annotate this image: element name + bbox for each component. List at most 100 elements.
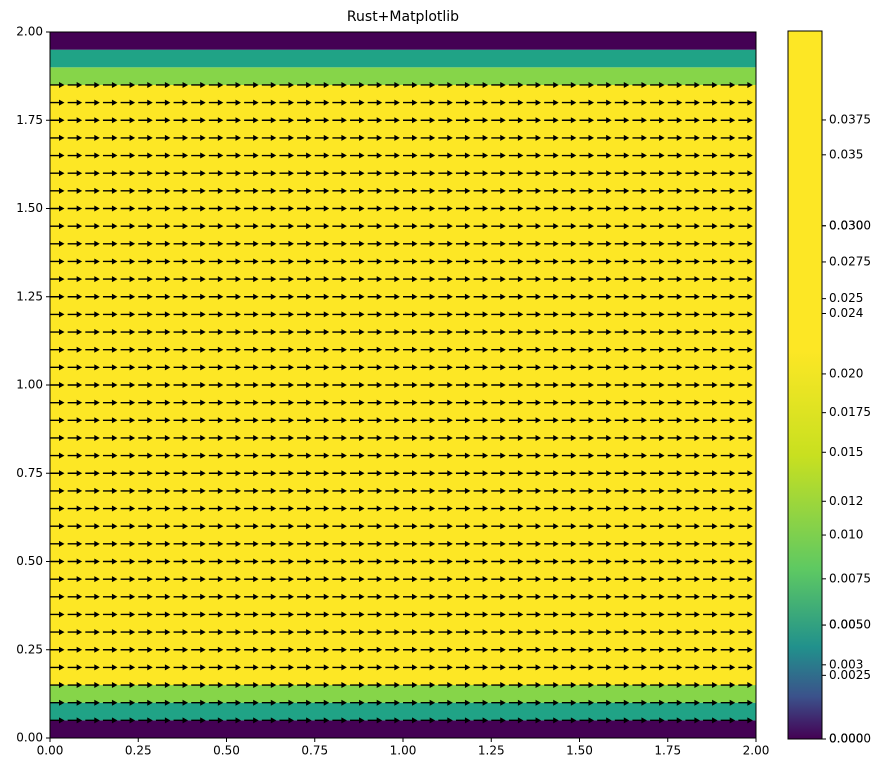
arrow bbox=[67, 505, 83, 512]
arrow bbox=[561, 170, 577, 177]
arrow bbox=[155, 81, 171, 88]
arrow bbox=[297, 487, 312, 494]
arrow bbox=[85, 258, 100, 265]
arrow bbox=[85, 134, 100, 141]
arrow bbox=[597, 99, 612, 106]
arrow bbox=[102, 187, 118, 194]
arrow bbox=[579, 523, 594, 530]
arrow bbox=[597, 346, 612, 353]
arrow bbox=[279, 611, 294, 618]
arrow bbox=[438, 152, 453, 159]
arrow bbox=[297, 134, 312, 141]
arrow bbox=[526, 81, 542, 88]
arrow bbox=[597, 611, 612, 618]
arrow bbox=[314, 240, 330, 247]
arrow bbox=[314, 452, 330, 459]
arrow bbox=[191, 558, 206, 565]
arrow bbox=[155, 487, 171, 494]
arrow bbox=[314, 470, 330, 477]
arrow bbox=[632, 452, 647, 459]
arrow bbox=[632, 364, 647, 371]
arrow bbox=[738, 382, 753, 388]
arrow bbox=[597, 134, 612, 141]
arrow bbox=[614, 487, 630, 494]
arrow bbox=[67, 117, 83, 124]
arrow bbox=[720, 505, 736, 512]
y-tick-label: 0.00 bbox=[16, 731, 43, 745]
arrow bbox=[102, 540, 118, 547]
arrow bbox=[208, 223, 224, 230]
arrow bbox=[314, 523, 330, 530]
arrow bbox=[226, 487, 241, 494]
arrow bbox=[85, 99, 100, 106]
arrow bbox=[261, 417, 277, 424]
arrow bbox=[508, 170, 524, 177]
arrow bbox=[632, 434, 647, 441]
arrow bbox=[50, 629, 65, 636]
arrow bbox=[561, 611, 577, 618]
arrow bbox=[473, 117, 489, 124]
arrow bbox=[279, 576, 294, 583]
colorbar-tick-label: 0.030 bbox=[829, 218, 863, 232]
arrow bbox=[244, 629, 259, 636]
arrow bbox=[438, 346, 453, 353]
arrow bbox=[350, 223, 365, 230]
arrow bbox=[420, 382, 436, 388]
arrow bbox=[703, 258, 718, 265]
arrow bbox=[155, 240, 171, 247]
arrow bbox=[491, 329, 506, 336]
arrow bbox=[614, 699, 630, 706]
arrow bbox=[561, 593, 577, 600]
arrow bbox=[350, 487, 365, 494]
arrow bbox=[703, 134, 718, 141]
arrow bbox=[367, 576, 383, 583]
arrow bbox=[138, 399, 153, 406]
arrow bbox=[385, 646, 400, 653]
arrow bbox=[508, 523, 524, 530]
arrow bbox=[279, 558, 294, 565]
arrow bbox=[420, 240, 436, 247]
arrow bbox=[650, 717, 665, 724]
arrow bbox=[208, 329, 224, 336]
arrow bbox=[67, 682, 83, 689]
colorbar bbox=[787, 30, 823, 740]
arrow bbox=[526, 629, 542, 636]
arrow bbox=[314, 629, 330, 636]
arrow bbox=[261, 611, 277, 618]
arrow bbox=[526, 664, 542, 671]
arrow bbox=[226, 99, 241, 106]
arrow bbox=[491, 576, 506, 583]
x-tick-label: 1.50 bbox=[566, 744, 593, 758]
arrow bbox=[50, 558, 65, 565]
arrow bbox=[403, 311, 418, 318]
arrow bbox=[332, 152, 347, 159]
arrow bbox=[208, 682, 224, 689]
arrow bbox=[491, 611, 506, 618]
arrow bbox=[420, 611, 436, 618]
arrow bbox=[667, 523, 683, 530]
arrow bbox=[279, 593, 294, 600]
arrow bbox=[491, 540, 506, 547]
arrow bbox=[244, 576, 259, 583]
arrow bbox=[455, 682, 471, 689]
arrow bbox=[738, 699, 753, 706]
arrow bbox=[332, 682, 347, 689]
arrow bbox=[173, 187, 189, 194]
arrow bbox=[508, 276, 524, 283]
arrow bbox=[438, 258, 453, 265]
arrow bbox=[738, 329, 753, 336]
arrow bbox=[544, 117, 559, 124]
colorbar-tick-label: 0.0075 bbox=[829, 571, 871, 585]
arrow bbox=[350, 699, 365, 706]
arrow bbox=[50, 223, 65, 230]
arrow bbox=[597, 434, 612, 441]
arrow bbox=[650, 452, 665, 459]
arrow bbox=[279, 99, 294, 106]
arrow bbox=[473, 629, 489, 636]
arrow bbox=[703, 505, 718, 512]
arrow bbox=[102, 682, 118, 689]
arrow bbox=[297, 81, 312, 88]
arrow bbox=[297, 311, 312, 318]
arrow bbox=[403, 699, 418, 706]
arrow bbox=[579, 399, 594, 406]
